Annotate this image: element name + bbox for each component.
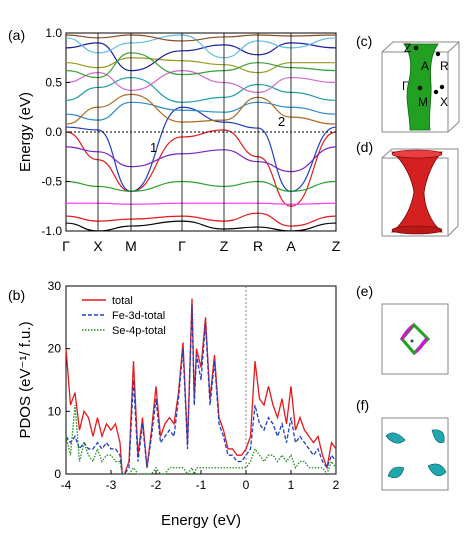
band-line (66, 42, 336, 72)
band-line (66, 212, 336, 227)
band-annotation-2: 2 (278, 114, 285, 129)
legend-label: total (112, 295, 133, 307)
k-point-label: Γ (178, 238, 186, 254)
band-line (66, 202, 336, 205)
band-line (66, 220, 336, 231)
band-line (66, 76, 336, 103)
panel-label-e: (e) (356, 283, 373, 299)
fs-f-box (381, 417, 449, 491)
band-annotation-1: 1 (150, 140, 157, 155)
fs-e-magenta-2 (414, 337, 428, 355)
band-y-axis-label: Energy (eV) (17, 92, 34, 172)
band-line (66, 57, 336, 74)
band-line (66, 180, 336, 193)
pdos-series-se-4p-total (65, 405, 337, 476)
band-y-tick-label: 0.5 (45, 76, 62, 90)
panel-label-a: (a) (8, 27, 25, 43)
pdos-series-fe-3d-total (65, 304, 337, 475)
pdos-plot: -4 -3 -2 -1 0 1 2 0 10 20 30 total Fe-3d-total Se-4… (17, 279, 340, 529)
brillouin-zone: Z A R Γ M X (381, 41, 460, 133)
panel-label-d: (d) (356, 139, 373, 155)
bz-box-edge (447, 41, 460, 53)
pdos-y-tick-label: 20 (48, 342, 62, 356)
k-point-label: X (93, 238, 103, 254)
k-point-label: A (286, 238, 296, 254)
k-point-label: Γ (62, 238, 70, 254)
band-y-ticks: 1.0 0.5 0.0 -0.5 -1.0 (41, 26, 70, 238)
pdos-x-tick-label: -4 (61, 478, 72, 492)
fermi-surface-red (390, 151, 444, 233)
pdos-x-tick-label: 1 (288, 478, 295, 492)
band-y-tick-label: 0.0 (45, 125, 62, 139)
panel-label-c: (c) (356, 33, 372, 49)
pdos-y-tick-label: 10 (48, 404, 62, 418)
pdos-y-tick-label: 30 (48, 279, 62, 293)
pdos-x-tick-label: 2 (333, 478, 340, 492)
fs-e-magenta-1 (400, 323, 414, 341)
k-point-dividers (97, 33, 292, 231)
bz-point-a (435, 51, 441, 57)
bz-label-x: X (440, 95, 448, 109)
k-point-label: R (253, 238, 263, 254)
bz-point-gamma (417, 85, 423, 91)
bz-point-z (413, 45, 419, 51)
pdos-legend: total Fe-3d-total Se-4p-total (82, 295, 166, 337)
k-point-label: Z (220, 238, 229, 254)
band-lines (66, 34, 336, 231)
pdos-x-axis-label: Energy (eV) (161, 512, 241, 529)
k-point-label: M (125, 238, 137, 254)
legend-label: Fe-3d-total (112, 310, 165, 322)
band-y-tick-label: -1.0 (41, 224, 62, 238)
legend-label: Se-4p-total (112, 325, 166, 337)
pdos-x-tick-label: 0 (243, 478, 250, 492)
fs-f-pocket-2 (431, 429, 445, 444)
band-plot: 1.0 0.5 0.0 -0.5 -1.0 Γ X M Γ Z R A Z 1 2 Energy (e… (17, 26, 341, 254)
band-y-tick-label: 1.0 (45, 26, 62, 40)
bz-label-gamma: Γ (402, 79, 409, 93)
bz-label-r: R (440, 59, 449, 73)
fs-e-green-ring (400, 322, 431, 356)
bz-point-m (433, 89, 439, 95)
panel-label-f: (f) (356, 397, 369, 413)
pdos-y-tick-label: 0 (54, 467, 61, 481)
pdos-series-total (65, 298, 337, 475)
band-line (66, 70, 336, 94)
pdos-x-tick-label: -2 (151, 478, 162, 492)
bz-label-m: M (418, 95, 428, 109)
band-line (66, 34, 336, 42)
fs-e-center (410, 339, 414, 343)
band-line (66, 106, 336, 193)
bz-label-a: A (421, 59, 429, 73)
k-point-label: Z (332, 238, 341, 254)
fermi-surface-e (381, 303, 449, 375)
fs-d-top-cap (391, 149, 443, 159)
fs-f-pocket-1 (385, 432, 406, 444)
band-y-tick-label: -0.5 (41, 175, 62, 189)
fs-e-box (381, 303, 449, 375)
band-line (66, 52, 336, 79)
fs-d-box-back (381, 148, 459, 237)
bz-label-z: Z (404, 41, 411, 55)
fermi-surface-f (381, 417, 449, 491)
fermi-surface-d (381, 148, 459, 237)
band-line (66, 34, 336, 59)
pdos-x-tick-label: -1 (196, 478, 207, 492)
pdos-y-ticks: 0 10 20 30 (48, 279, 70, 481)
fs-f-pocket-4 (427, 463, 447, 477)
band-line (66, 101, 336, 121)
pdos-y-axis-label: PDOS (eV⁻¹/ f.u.) (17, 321, 34, 438)
pdos-series (65, 298, 337, 476)
band-line (66, 146, 336, 173)
fs-f-pocket-3 (387, 466, 405, 479)
band-line (66, 93, 336, 125)
band-line (66, 129, 336, 207)
pdos-x-tick-label: -3 (106, 478, 117, 492)
panel-label-b: (b) (8, 287, 25, 303)
fs-d-bottom-cap (391, 225, 443, 235)
bz-point-x (439, 84, 445, 90)
pdos-x-ticks: -4 -3 -2 -1 0 1 2 (61, 470, 340, 492)
